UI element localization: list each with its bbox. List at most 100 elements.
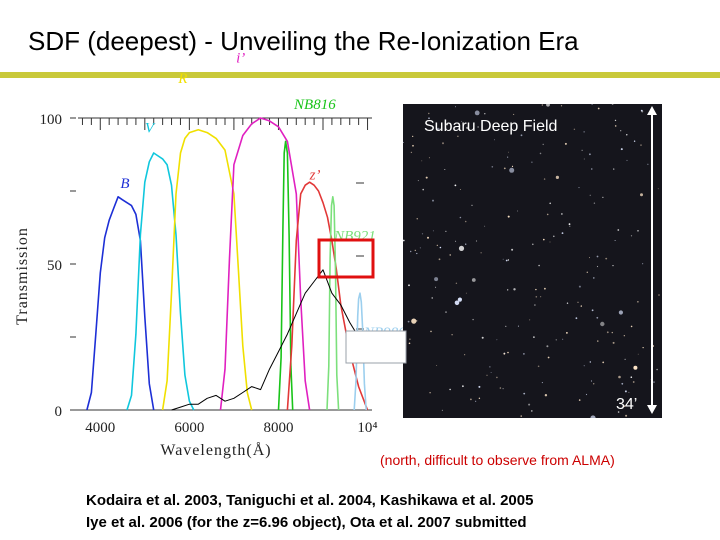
star-dot (432, 199, 434, 202)
star-dot (403, 141, 404, 143)
star-dot (539, 152, 542, 155)
star-dot (417, 180, 419, 182)
star-dot (653, 381, 655, 383)
star-dot (428, 117, 430, 119)
star-dot (455, 282, 458, 284)
star-dot (436, 127, 440, 131)
star-dot (490, 372, 492, 373)
star-dot (428, 112, 430, 115)
series-label-b: B (120, 176, 129, 192)
star-dot (593, 202, 596, 204)
star-dot (472, 318, 474, 321)
star-dot (589, 361, 591, 363)
star-dot (471, 204, 473, 206)
star-dot (478, 385, 481, 388)
star-dot (454, 300, 460, 306)
star-dot (520, 134, 523, 137)
star-dot (543, 238, 545, 241)
star-dot (528, 403, 531, 406)
star-dot (652, 345, 654, 347)
star-dot (650, 378, 652, 380)
star-dot (596, 265, 599, 268)
star-dot (507, 351, 509, 354)
star-dot (657, 188, 659, 190)
star-dot (412, 135, 414, 137)
star-dot (534, 304, 536, 306)
star-dot (505, 325, 507, 327)
star-dot (422, 188, 424, 191)
star-dot (410, 151, 413, 154)
star-dot (457, 297, 462, 302)
star-dot (553, 235, 555, 238)
series-z-line (286, 181, 369, 411)
star-dot (566, 302, 569, 304)
star-dot (531, 410, 533, 412)
star-dot (416, 320, 418, 322)
star-dot (513, 288, 516, 291)
series-label-r: R (177, 71, 187, 87)
star-dot (617, 411, 620, 413)
subaru-deep-field-image (403, 104, 662, 418)
y-tick-label: 50 (47, 258, 62, 274)
star-dot (543, 178, 546, 180)
star-dot (555, 339, 557, 341)
star-dot (471, 278, 476, 282)
x-tick-label: 6000 (174, 420, 204, 436)
star-dot (581, 149, 583, 151)
star-dot (486, 374, 488, 376)
star-dot (531, 161, 533, 163)
field-image-label: Subaru Deep Field (424, 118, 558, 135)
star-dot (449, 254, 451, 256)
star-dot (533, 336, 535, 338)
star-dot (651, 393, 653, 395)
star-dot (481, 336, 484, 339)
star-dot (459, 189, 461, 190)
star-dot (620, 130, 622, 132)
star-dot (438, 258, 441, 261)
star-dot (407, 320, 410, 323)
title-divider (0, 72, 720, 78)
star-dot (511, 248, 514, 251)
star-dot (408, 284, 410, 287)
star-dot (414, 249, 416, 252)
star-dot (428, 157, 430, 159)
star-dot (546, 104, 550, 107)
star-dot (436, 365, 438, 366)
star-dot (421, 160, 423, 162)
star-dot (464, 220, 467, 223)
star-dot (624, 390, 627, 393)
star-dot (590, 380, 593, 382)
star-dot (477, 126, 479, 128)
references: Kodaira et al. 2003, Taniguchi et al. 20… (86, 490, 533, 534)
star-dot (633, 365, 638, 370)
star-dot (640, 109, 643, 112)
star-dot (611, 331, 613, 334)
star-dot (589, 153, 591, 156)
star-dot (593, 277, 595, 279)
star-dot (451, 334, 453, 336)
star-dot (430, 330, 432, 333)
star-dot (597, 107, 600, 110)
series-r-line (161, 128, 253, 411)
x-axis-label: Wavelength(Å) (160, 441, 271, 459)
star-dot (496, 376, 498, 379)
star-dot (590, 415, 596, 418)
series-nb816-line (277, 140, 294, 411)
star-dot (562, 338, 564, 340)
star-dot (484, 113, 486, 115)
star-dot (502, 258, 504, 260)
star-dot (446, 123, 449, 126)
series-i-line (219, 117, 311, 411)
star-dot (535, 296, 538, 298)
star-dot (583, 365, 585, 367)
star-dot (503, 352, 506, 355)
y-axis-label: Transmission (14, 227, 31, 325)
series-label-nb816: NB816 (293, 97, 336, 113)
star-dot (466, 126, 469, 130)
star-dot (445, 230, 447, 232)
star-dot (408, 342, 411, 345)
star-dot (458, 245, 465, 251)
slide-title: SDF (deepest) - Unveiling the Re-Ionizat… (28, 26, 579, 56)
star-dot (454, 184, 457, 187)
alma-note: (north, difficult to observe from ALMA) (380, 452, 615, 468)
